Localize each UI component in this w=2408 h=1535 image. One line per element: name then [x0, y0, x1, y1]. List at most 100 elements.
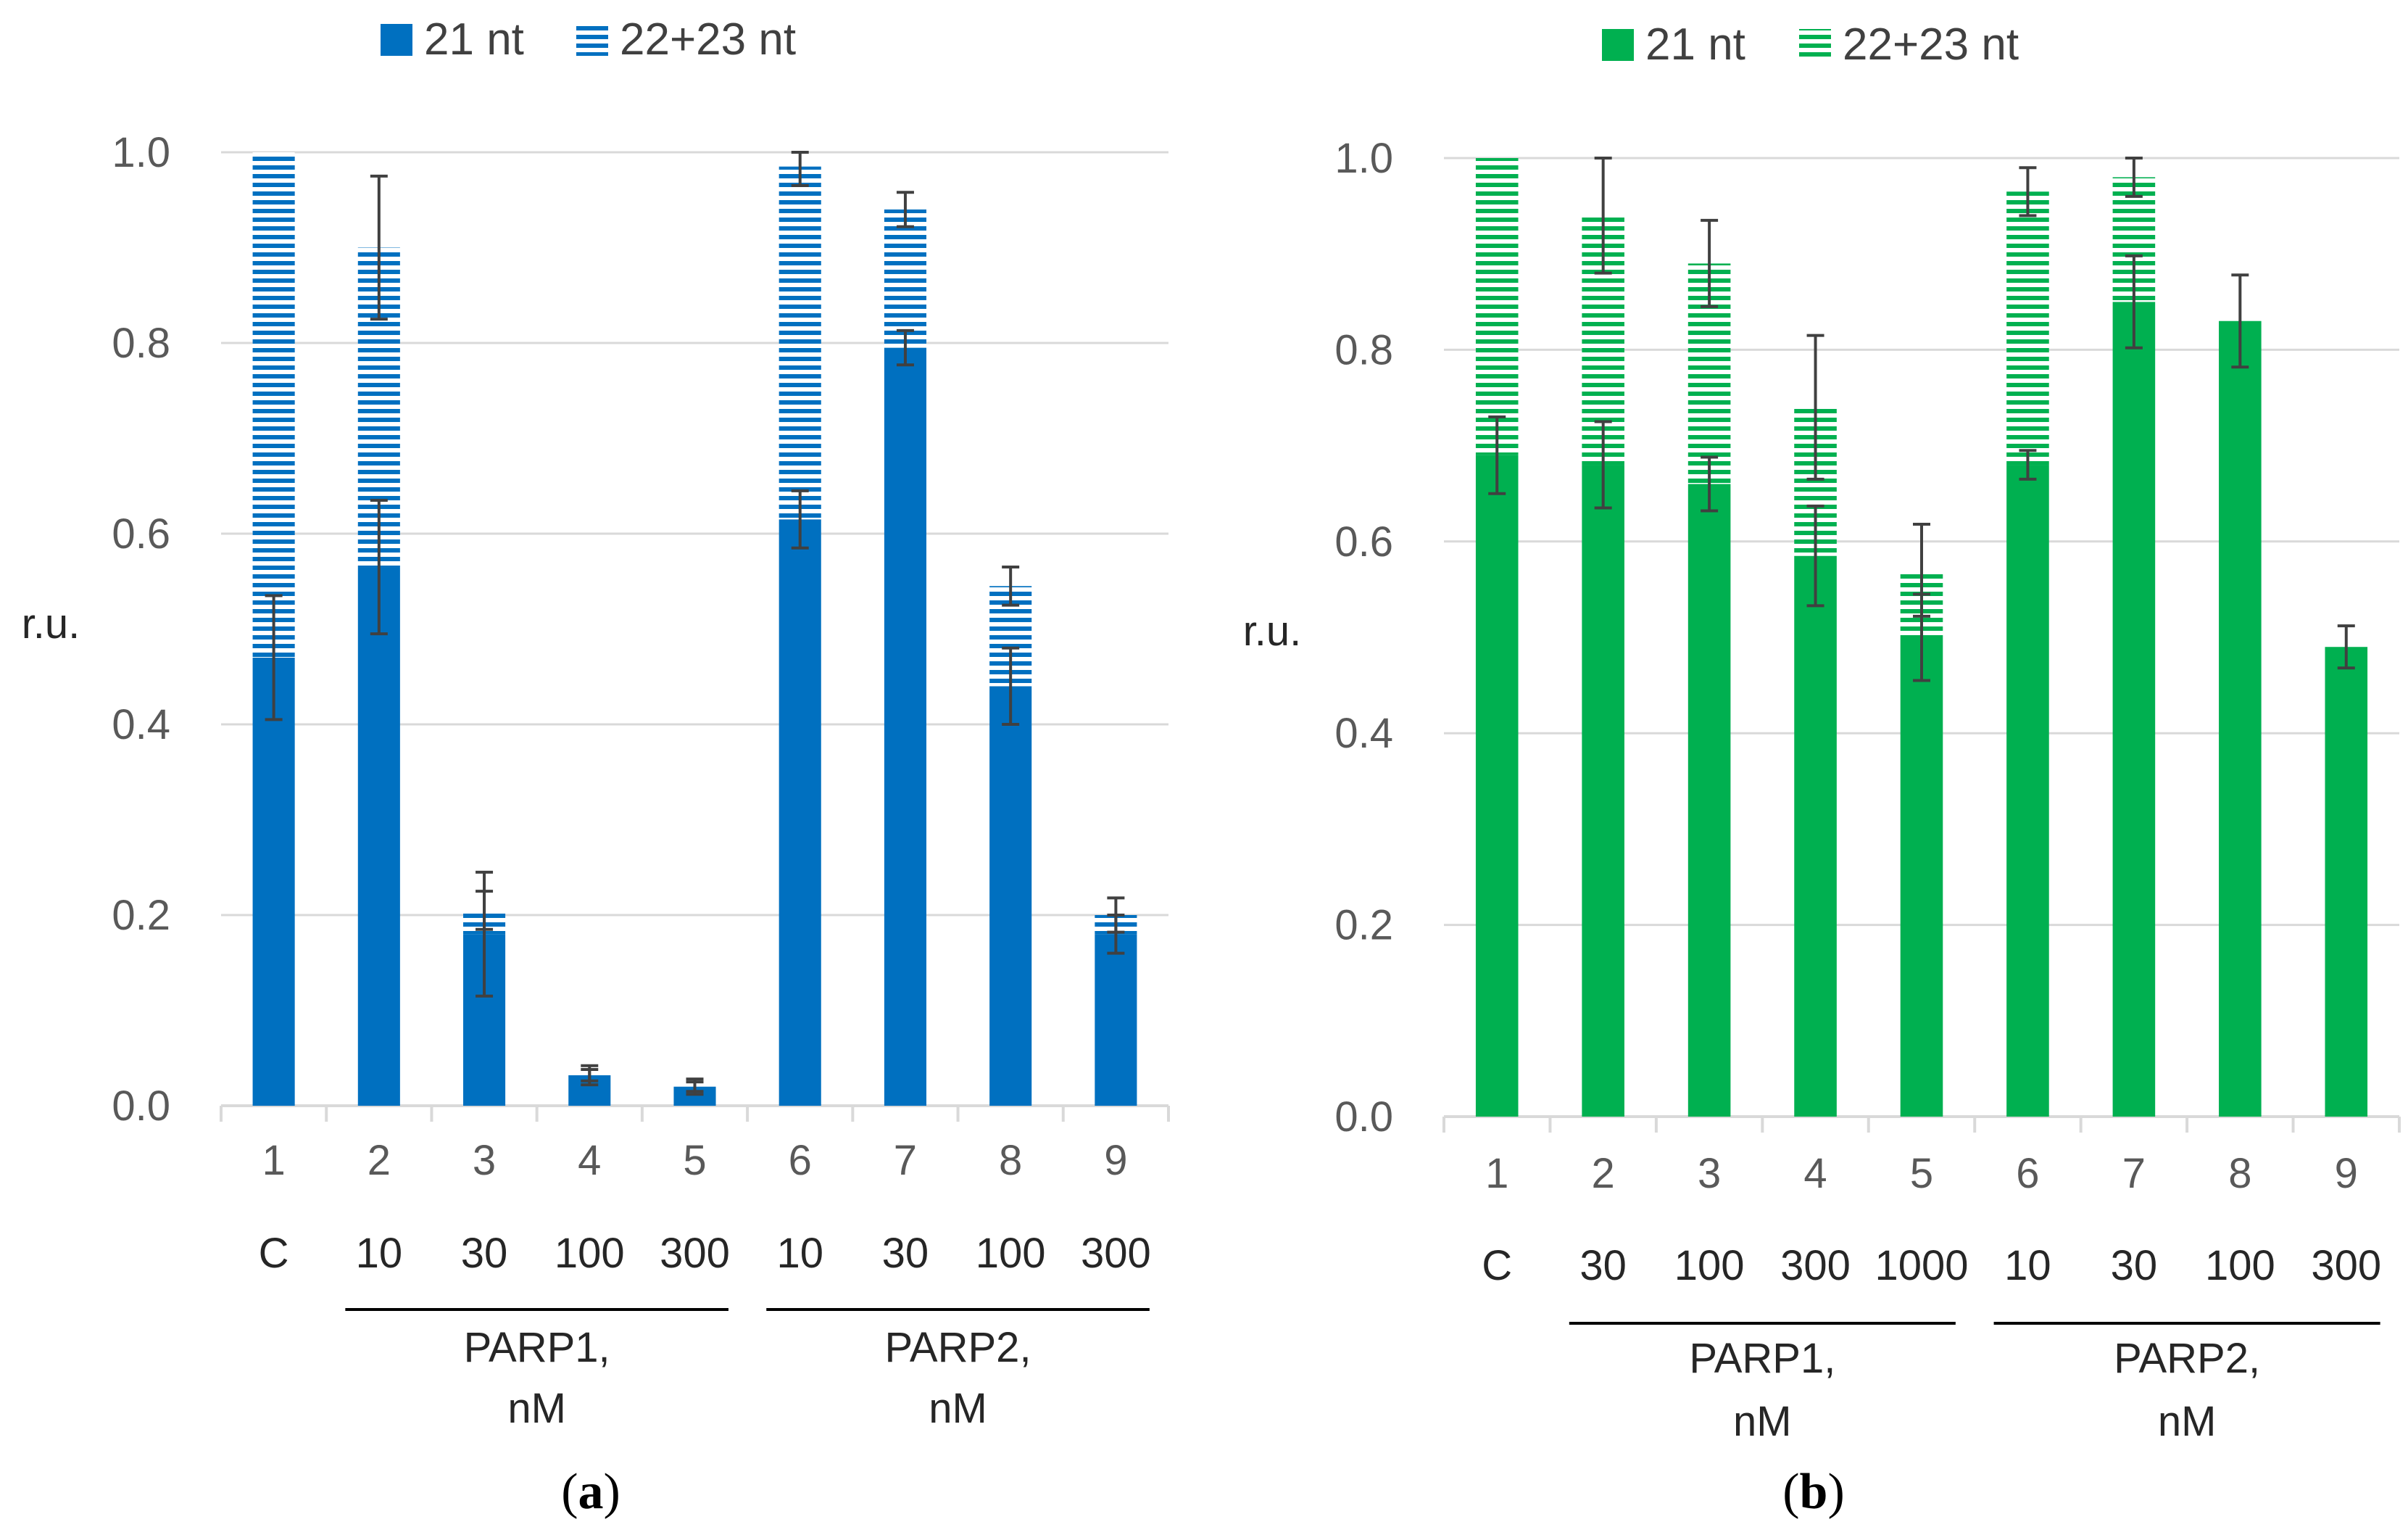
chart-a-condition-label: 300 [660, 1230, 730, 1277]
chart-a-bar-21nt-9 [1095, 934, 1137, 1106]
chart-b-group-unit: nM [1733, 1398, 1792, 1445]
chart-a-error-bar-22-23nt-7 [896, 191, 914, 228]
chart-b-error-bar-22-23nt-6 [2019, 166, 2037, 218]
chart-a-bar-21nt-8 [989, 686, 1032, 1106]
chart-b-x-tick-label: 8 [2228, 1150, 2251, 1197]
chart-b-bar-21nt-9 [2325, 647, 2368, 1117]
chart-a-y-tick-label: 0.0 [112, 1083, 170, 1130]
chart-b-x-tick-label: 1 [1485, 1150, 1508, 1197]
chart-b-error-bar-21nt-4 [1806, 504, 1824, 608]
chart-a-error-bar-22-23nt-6 [791, 151, 809, 188]
chart-a-y-tick-label: 0.4 [112, 701, 170, 748]
chart-a-y-tick-label: 0.2 [112, 892, 170, 939]
chart-b-condition-label: 300 [1780, 1242, 1851, 1289]
chart-b-legend-swatch-22-23nt [1799, 29, 1831, 61]
chart-b-condition-label: 30 [2111, 1242, 2158, 1289]
chart-a-error-bar-22-23nt-9 [1107, 896, 1125, 934]
chart-a-bar-21nt-2 [357, 567, 400, 1106]
chart-a-x-tick-label: 4 [578, 1137, 601, 1184]
chart-b-bar-21nt-4 [1794, 555, 1837, 1117]
chart-a-condition-label: 30 [461, 1230, 508, 1277]
chart-a-error-bar-21nt-8 [1002, 646, 1020, 726]
chart-a-bar-22-23nt-1 [252, 152, 295, 658]
chart-b-condition-label: 100 [2205, 1242, 2275, 1289]
chart-a-panel-label: (a) [561, 1464, 620, 1520]
chart-a-y-axis-label: r.u. [22, 600, 80, 647]
chart-a-condition-label: C [259, 1230, 289, 1277]
chart-a-error-bar-22-23nt-5 [686, 1077, 704, 1096]
chart-a-group-label: PARP2, [885, 1324, 1031, 1371]
chart-b-x-tick-label: 4 [1803, 1150, 1827, 1197]
chart-a-condition-label: 10 [776, 1230, 823, 1277]
chart-b-y-axis-label: r.u. [1243, 608, 1302, 655]
chart-a-x-tick-label: 8 [999, 1137, 1022, 1184]
chart-b-bar-22-23nt-6 [2006, 191, 2049, 466]
chart-b-error-bar-21nt-6 [2019, 449, 2037, 481]
chart-b-y-tick-label: 1.0 [1334, 135, 1393, 182]
chart-a-x-tick-label: 3 [473, 1137, 496, 1184]
chart-a-legend-swatch-22-23nt [576, 24, 608, 56]
chart-b-condition-label: 1000 [1874, 1242, 1968, 1289]
chart-b-error-bar-21nt-2 [1594, 420, 1612, 510]
chart-b-bar-21nt-7 [2112, 302, 2156, 1117]
chart-panel-a: 0.0 0.2 0.4 0.6 0.8 1.0 r.u. 1 C 2 10 3 30 4 100 5 300 6 1… [22, 15, 1170, 1520]
chart-b-error-bar-22-23nt-3 [1701, 218, 1719, 308]
chart-a-error-bar-22-23nt-4 [581, 1064, 599, 1087]
chart-a-condition-label: 30 [882, 1230, 929, 1277]
chart-a-condition-label: 10 [356, 1230, 403, 1277]
chart-b-bar-21nt-5 [1900, 637, 1943, 1117]
chart-b-bar-21nt-8 [2219, 320, 2262, 1117]
chart-b-y-tick-label: 0.0 [1334, 1093, 1393, 1141]
chart-a-y-tick-label: 0.8 [112, 320, 170, 367]
chart-b-bar-21nt-2 [1582, 465, 1624, 1117]
chart-b-bar-22-23nt-1 [1475, 158, 1519, 455]
chart-b-error-bar-21nt-7 [2125, 254, 2143, 349]
chart-panel-b: 0.0 0.2 0.4 0.6 0.8 1.0 r.u. 1 C 2 30 3 100 4 300 5 1000… [1243, 20, 2401, 1520]
chart-a-legend-label: 21 nt [424, 15, 524, 65]
chart-a-error-bar-21nt-7 [896, 328, 914, 367]
chart-b-error-bar-21nt-8 [2231, 273, 2249, 369]
chart-a-group-label: PARP1, [464, 1324, 610, 1371]
chart-a-condition-label: 300 [1081, 1230, 1151, 1277]
chart-b-condition-label: 10 [2004, 1242, 2051, 1289]
chart-a-bar-21nt-6 [779, 519, 821, 1106]
chart-b-condition-label: C [1482, 1242, 1512, 1289]
chart-b-y-tick-label: 0.4 [1334, 710, 1393, 757]
chart-a-legend-swatch-21nt [381, 24, 412, 56]
chart-b-legend-label: 22+23 nt [1843, 20, 2019, 70]
chart-b-group-unit: nM [2158, 1398, 2217, 1445]
chart-a-legend-label: 22+23 nt [620, 15, 796, 65]
chart-b-condition-label: 300 [2311, 1242, 2381, 1289]
chart-a-x-tick-label: 6 [789, 1137, 812, 1184]
chart-a-x-tick-label: 9 [1104, 1137, 1127, 1184]
chart-b-error-bar-22-23nt-4 [1806, 334, 1824, 481]
chart-a-x-tick-label: 7 [894, 1137, 917, 1184]
chart-b-bar-21nt-6 [2006, 465, 2049, 1117]
chart-a-error-bar-22-23nt-8 [1002, 566, 1020, 607]
chart-b-x-tick-label: 6 [2016, 1150, 2039, 1197]
chart-b-x-tick-label: 3 [1698, 1150, 1721, 1197]
chart-a-error-bar-22-23nt-3 [476, 890, 494, 931]
chart-b-y-tick-label: 0.2 [1334, 902, 1393, 949]
chart-b-panel-label: (b) [1782, 1464, 1845, 1520]
chart-b-error-bar-21nt-3 [1701, 455, 1719, 513]
chart-a-x-tick-label: 5 [683, 1137, 706, 1184]
chart-a-error-bar-21nt-6 [791, 489, 809, 550]
chart-a-group-unit: nM [507, 1385, 566, 1432]
chart-a-bar-21nt-7 [884, 347, 926, 1106]
chart-b-condition-label: 30 [1579, 1242, 1627, 1289]
chart-a-condition-label: 100 [555, 1230, 625, 1277]
chart-b-error-bar-21nt-1 [1488, 415, 1506, 495]
chart-b-y-tick-label: 0.8 [1334, 326, 1393, 373]
chart-a-x-tick-label: 2 [368, 1137, 391, 1184]
chart-b-x-tick-label: 7 [2122, 1150, 2146, 1197]
chart-b-y-tick-label: 0.6 [1334, 518, 1393, 566]
chart-b-x-tick-label: 5 [1910, 1150, 1933, 1197]
chart-a-bar-22-23nt-7 [884, 209, 926, 348]
chart-b-x-tick-label: 9 [2335, 1150, 2358, 1197]
chart-a-group-unit: nM [929, 1385, 987, 1432]
chart-a-bar-21nt-1 [252, 657, 295, 1106]
chart-a-error-bar-22-23nt-2 [370, 174, 388, 321]
chart-b-bar-21nt-1 [1475, 455, 1519, 1117]
chart-a-error-bar-21nt-1 [265, 594, 283, 721]
